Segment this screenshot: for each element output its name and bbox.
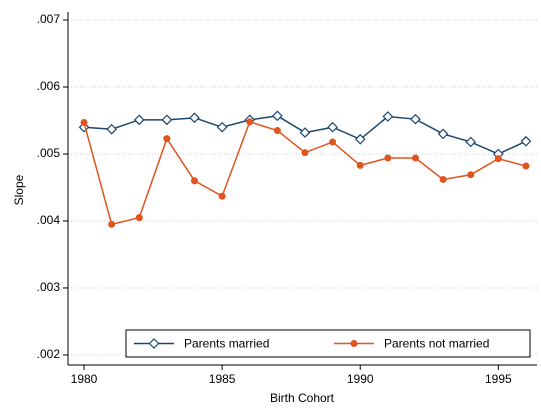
marker	[189, 112, 200, 124]
marker	[246, 118, 254, 126]
x-axis-label: Birth Cohort	[270, 391, 335, 405]
legend-label: Parents married	[184, 337, 269, 351]
y-tick-label: .007	[37, 12, 61, 26]
marker	[218, 192, 226, 200]
marker	[411, 154, 419, 162]
marker	[465, 136, 477, 148]
legend-marker	[148, 338, 160, 349]
marker	[191, 177, 199, 185]
marker	[161, 114, 173, 126]
marker	[80, 119, 88, 127]
x-tick-label: 1990	[347, 372, 374, 386]
marker	[410, 113, 421, 125]
x-tick-label: 1980	[71, 372, 98, 386]
marker	[520, 135, 532, 147]
marker	[384, 154, 392, 162]
marker	[273, 127, 281, 135]
legend-label: Parents not married	[384, 337, 489, 351]
y-tick-label: .002	[37, 347, 61, 361]
marker	[216, 121, 228, 133]
marker	[467, 171, 475, 179]
marker	[301, 149, 309, 157]
marker	[354, 133, 366, 145]
marker	[108, 220, 116, 228]
marker	[133, 114, 145, 126]
marker	[327, 121, 338, 133]
marker	[439, 175, 447, 183]
marker	[329, 138, 337, 146]
marker	[135, 214, 143, 222]
y-axis-label: Slope	[12, 174, 26, 205]
marker	[163, 135, 171, 143]
marker	[437, 128, 449, 140]
marker	[522, 162, 530, 170]
y-tick-label: .006	[37, 79, 61, 93]
legend-marker	[350, 340, 358, 347]
x-tick-label: 1995	[485, 372, 512, 386]
marker	[106, 123, 117, 135]
marker	[299, 127, 311, 138]
y-tick-label: .005	[37, 146, 61, 160]
marker	[494, 155, 502, 163]
marker	[272, 110, 283, 122]
y-tick-label: .003	[37, 280, 61, 294]
y-tick-label: .004	[37, 213, 61, 227]
marker	[382, 111, 394, 122]
legend-box	[125, 329, 531, 358]
x-tick-label: 1985	[209, 372, 236, 386]
marker	[356, 161, 364, 169]
